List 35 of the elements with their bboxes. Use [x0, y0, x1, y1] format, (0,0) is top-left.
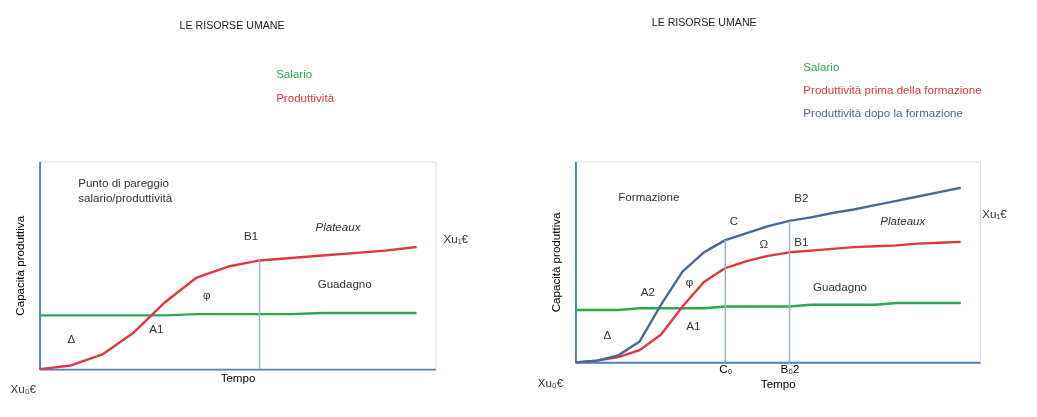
annotation: φ	[685, 276, 694, 289]
y-axis-title: Capacità produttiva	[13, 215, 26, 316]
text: Plateaux	[315, 221, 362, 234]
text: Salario	[276, 68, 313, 81]
text: Produttività	[276, 91, 335, 104]
x-axis-title: Tempo	[760, 377, 796, 390]
annotation: Formazione	[618, 191, 680, 204]
text: Salario	[803, 60, 840, 73]
annotation: Guadagno	[317, 278, 372, 290]
y-axis-title: Capacità produttiva	[549, 211, 562, 313]
annotation: Ω	[759, 238, 769, 251]
annotation: Plateaux	[880, 215, 927, 228]
annotation: Δ	[67, 333, 76, 346]
text: Produttività dopo la formazione	[803, 107, 963, 120]
x-tick-label: C₀	[719, 363, 733, 376]
annotation: Δ	[603, 329, 612, 342]
x-tick-label: B₀2	[780, 363, 800, 376]
x-axis-title: Tempo	[220, 372, 256, 385]
chart-title: LE RISORSE UMANE	[651, 16, 757, 29]
text: Produttività prima della formazione	[803, 83, 982, 96]
annotation: A1	[149, 323, 164, 336]
annotation: A1	[686, 319, 701, 332]
annotation: C	[729, 215, 739, 228]
text: Punto di pareggio salario/produttività	[78, 176, 173, 205]
text: B1	[243, 229, 259, 242]
text: Xu₁€	[443, 232, 469, 245]
chart-title: LE RISORSE UMANE	[179, 19, 285, 32]
text: Xu₀€	[537, 377, 564, 390]
annotation: Guadagno	[812, 280, 868, 293]
text: Xu₀€	[10, 383, 37, 396]
annotation: B2	[794, 192, 809, 205]
annotation: A2	[640, 285, 655, 298]
text: Xu₁€	[982, 208, 1008, 221]
annotation: B1	[794, 235, 809, 248]
annotation: φ	[202, 288, 211, 301]
